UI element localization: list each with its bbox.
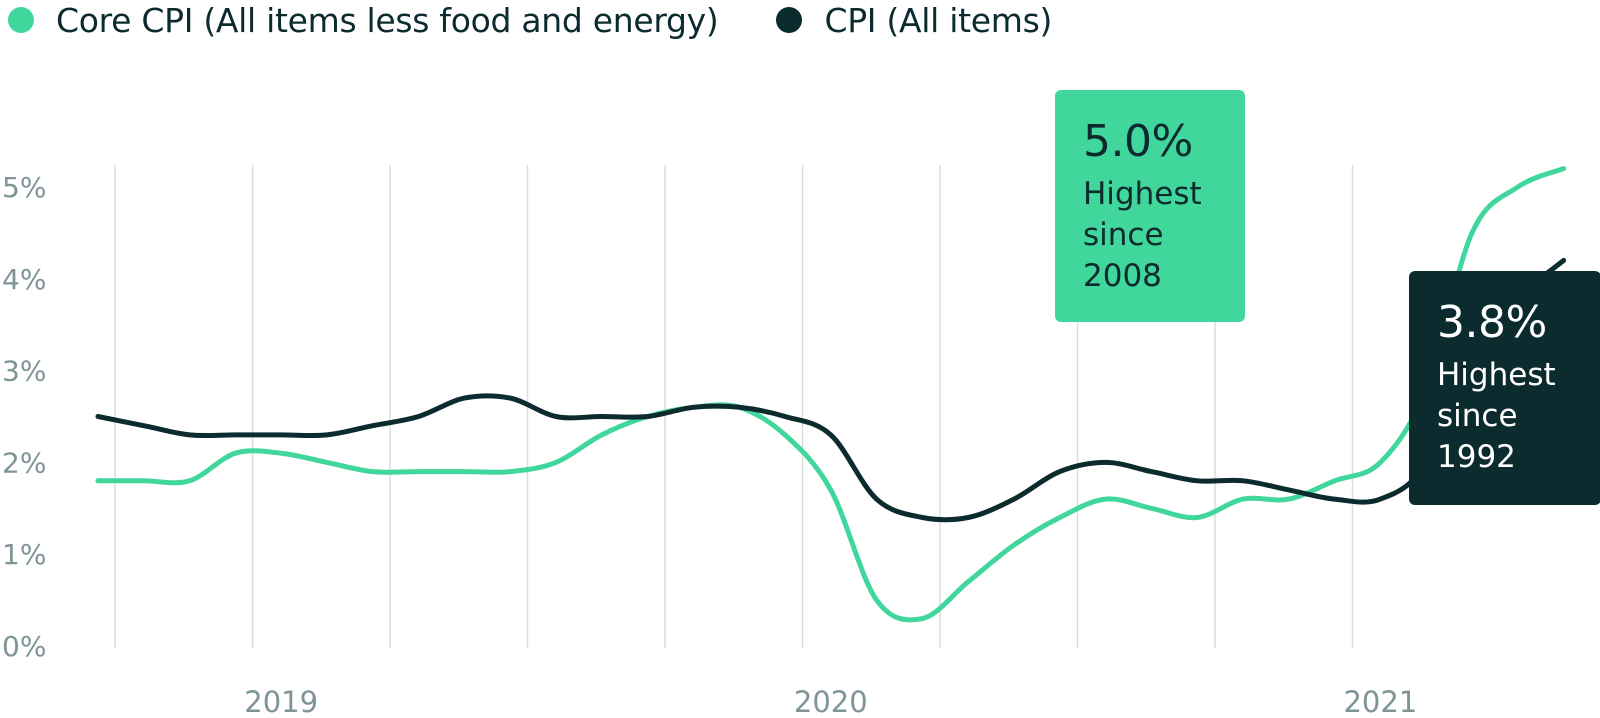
y-tick-label: 0% [2,630,46,663]
legend-label-cpi: CPI (All items) [824,0,1053,40]
callout-cpi-text: Highest since 1992 [1437,357,1556,475]
callout-core-value: 5.0% [1083,116,1193,167]
y-tick-label: 1% [2,538,46,571]
legend-marker-core-cpi [8,7,34,33]
callout-cpi-value: 3.8% [1437,297,1547,348]
y-tick-label: 3% [2,355,46,388]
y-tick-label: 2% [2,446,46,479]
legend-item-cpi: CPI (All items) [776,1,1052,40]
x-tick-label: 2021 [1343,685,1417,718]
legend-marker-cpi [776,7,803,33]
callout-core-cpi: 5.0% Highest since 2008 [1055,90,1245,322]
callout-cpi: 3.8% Highest since 1992 [1409,271,1600,505]
callout-core-text: Highest since 2008 [1083,176,1202,294]
legend: Core CPI (All items less food and energy… [8,0,1110,40]
legend-label-core-cpi: Core CPI (All items less food and energy… [56,0,719,40]
y-tick-label: 4% [2,263,46,296]
x-tick-label: 2020 [794,685,868,718]
y-tick-label: 5% [2,171,46,204]
legend-item-core-cpi: Core CPI (All items less food and energy… [8,0,719,40]
series-line-core-cpi [95,166,1567,623]
x-tick-label: 2019 [244,685,318,718]
series-line-cpi [95,257,1567,523]
